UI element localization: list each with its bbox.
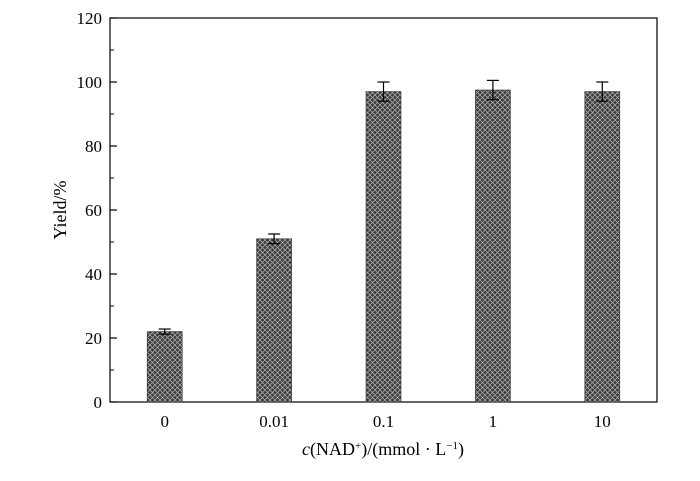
x-tick-label: 0.1 — [373, 412, 394, 431]
y-tick-label: 40 — [85, 265, 102, 284]
x-tick-label: 10 — [594, 412, 611, 431]
bar — [256, 238, 292, 403]
y-tick-label: 80 — [85, 137, 102, 156]
x-tick-label: 1 — [489, 412, 498, 431]
bar — [584, 91, 621, 403]
y-tick-label: 100 — [77, 73, 103, 92]
bars — [146, 89, 621, 403]
y-tick-label: 20 — [85, 329, 102, 348]
error-bars — [158, 79, 609, 335]
bar — [365, 91, 402, 403]
x-axis-title: c(NAD+)/(mmol · L−1) — [302, 439, 464, 460]
y-tick-label: 120 — [77, 9, 103, 28]
x-tick-label: 0.01 — [259, 412, 289, 431]
y-axis-title: Yield/% — [50, 181, 70, 240]
y-axis: 0 20 40 60 80 100 120 — [77, 9, 117, 412]
bar — [475, 89, 511, 403]
x-tick-label: 0 — [160, 412, 169, 431]
bar — [146, 331, 183, 403]
y-tick-label: 0 — [94, 393, 103, 412]
y-tick-label: 60 — [85, 201, 102, 220]
